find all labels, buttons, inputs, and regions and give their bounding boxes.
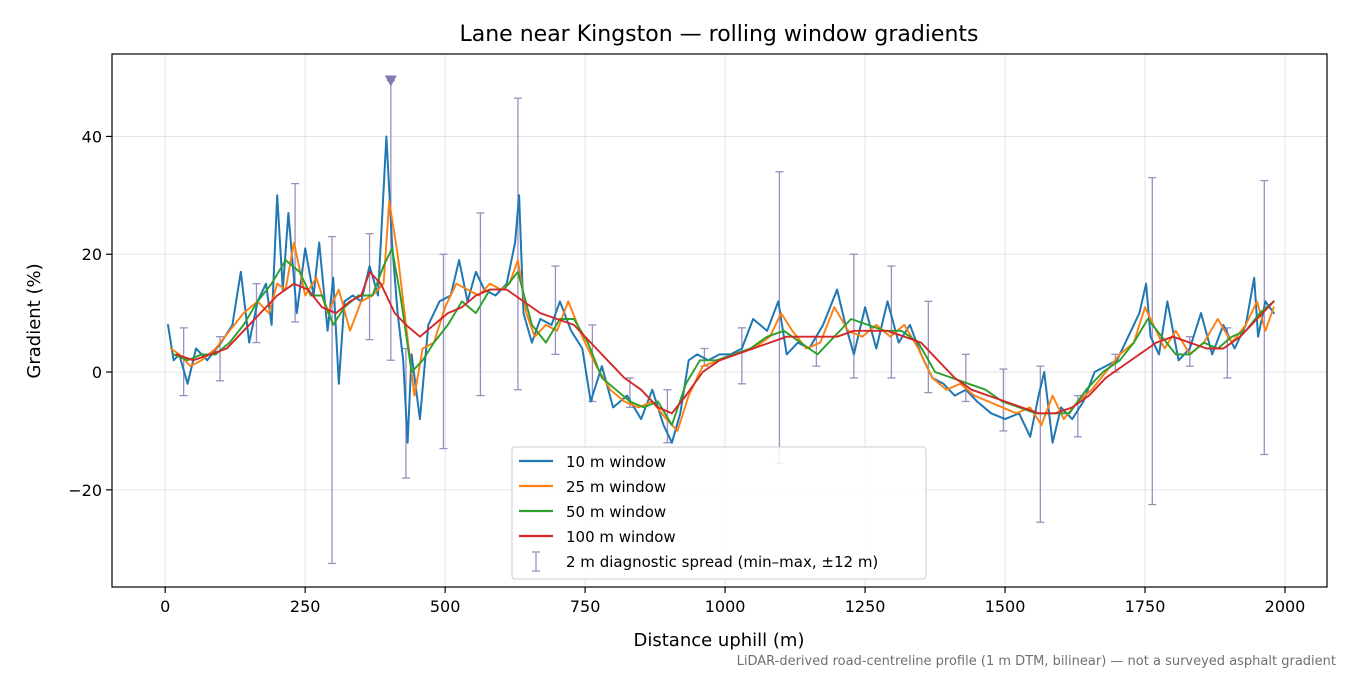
grid-lines	[112, 54, 1327, 587]
x-tick-label: 1500	[985, 597, 1026, 616]
diagnostic-errorbar	[513, 97, 522, 391]
x-tick-label: 750	[570, 597, 601, 616]
y-axis: −20 0 20 40	[68, 127, 112, 500]
x-tick-label: 250	[290, 597, 321, 616]
diagnostic-errorbar	[961, 353, 970, 403]
diagnostic-errorbar	[737, 327, 746, 385]
x-tick-label: 1250	[845, 597, 886, 616]
diagnostic-errorbar	[252, 283, 261, 344]
diagnostic-errorbar	[887, 265, 896, 379]
x-tick-label: 1000	[705, 597, 746, 616]
x-tick-label: 2000	[1265, 597, 1306, 616]
y-tick-label: 0	[92, 363, 102, 382]
series-line-25m	[169, 200, 1275, 432]
series-lines	[167, 135, 1275, 444]
legend-label-50m: 50 m window	[566, 503, 666, 521]
y-tick-label: 40	[82, 127, 102, 146]
footnote: LiDAR-derived road-centreline profile (1…	[737, 654, 1336, 669]
legend: 10 m window 25 m window 50 m window 100 …	[511, 446, 927, 580]
legend-label-10m: 10 m window	[566, 453, 666, 471]
diagnostic-errorbar	[551, 265, 560, 356]
plot-frame	[111, 53, 1328, 588]
diagnostic-errorbar	[1260, 179, 1269, 456]
legend-swatch-spread	[532, 551, 540, 572]
y-tick-label: −20	[68, 481, 102, 500]
legend-label-25m: 25 m window	[566, 478, 666, 496]
chart-title: Lane near Kingston — rolling window grad…	[460, 22, 979, 47]
x-tick-label: 0	[160, 597, 170, 616]
x-axis-label: Distance uphill (m)	[634, 630, 805, 651]
diagnostic-errorbar	[439, 253, 448, 450]
diagnostic-errorbar	[849, 253, 858, 379]
diagnostic-errorbar	[179, 327, 188, 397]
x-tick-label: 500	[430, 597, 461, 616]
diagnostic-errorbar	[365, 232, 374, 341]
legend-label-100m: 100 m window	[566, 528, 676, 546]
y-tick-label: 20	[82, 245, 102, 264]
clipped-value-marker	[384, 75, 397, 87]
x-tick-label: 1750	[1125, 597, 1166, 616]
series-line-100m	[175, 270, 1275, 415]
legend-box	[511, 446, 927, 580]
clipped-markers	[384, 75, 397, 87]
y-axis-label: Gradient (%)	[24, 263, 45, 378]
diagnostic-errorbar	[924, 300, 933, 394]
legend-label-spread: 2 m diagnostic spread (min–max, ±12 m)	[566, 553, 878, 571]
x-axis: 0 250 500 750 1000 1250 1500 1750 2000	[160, 587, 1305, 616]
series-line-50m	[172, 247, 1275, 426]
series-line-10m	[167, 135, 1275, 444]
